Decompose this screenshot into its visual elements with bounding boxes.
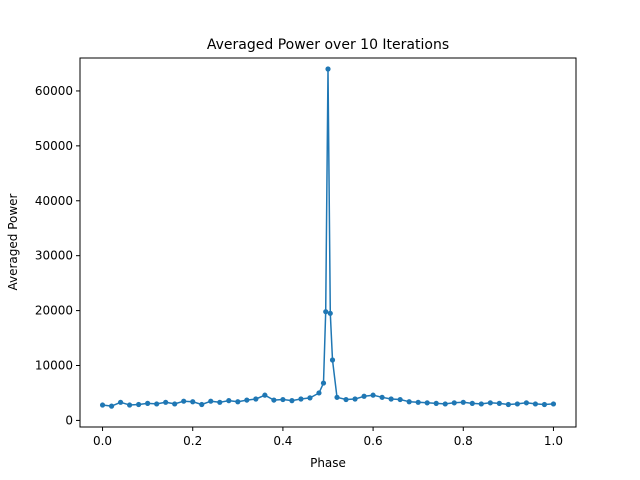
x-axis-label: Phase <box>310 456 346 470</box>
data-point <box>541 401 548 408</box>
data-point <box>226 398 232 404</box>
data-point <box>415 399 421 405</box>
data-point <box>343 396 349 403</box>
data-point <box>478 401 484 407</box>
data-point <box>514 401 520 407</box>
data-point <box>280 396 286 403</box>
data-point <box>163 399 169 405</box>
data-point <box>334 394 340 400</box>
data-point <box>127 402 133 408</box>
data-point <box>424 400 430 406</box>
data-point <box>433 400 439 406</box>
data-point <box>108 403 115 409</box>
data-point <box>487 400 493 406</box>
data-point <box>235 399 241 405</box>
data-point <box>460 399 466 405</box>
data-point <box>320 380 327 386</box>
x-tick-label: 1.0 <box>544 434 563 448</box>
data-point <box>388 396 394 402</box>
data-point <box>136 401 142 408</box>
data-point <box>289 398 295 404</box>
x-tick-label: 0.2 <box>183 434 202 448</box>
x-tick-label: 0.8 <box>454 434 473 448</box>
series-line <box>102 68 554 407</box>
data-point <box>244 397 250 403</box>
y-tick-label: 0 <box>65 413 73 427</box>
chart-title: Averaged Power over 10 Iterations <box>207 37 449 53</box>
plot-area <box>99 66 557 409</box>
plot-frame <box>79 57 577 428</box>
y-tick-label: 10000 <box>35 359 73 373</box>
x-tick-label: 0.0 <box>93 434 112 448</box>
data-point <box>469 400 475 406</box>
data-point <box>505 401 511 408</box>
data-point <box>352 396 358 402</box>
data-point <box>451 400 457 406</box>
data-point <box>370 392 376 398</box>
data-point <box>117 399 124 405</box>
data-point <box>379 394 385 400</box>
data-point <box>327 310 333 316</box>
data-point <box>99 402 106 408</box>
x-tick-label: 0.6 <box>364 434 383 448</box>
data-point <box>442 401 448 407</box>
data-point <box>262 392 268 398</box>
y-tick-label: 40000 <box>35 194 73 208</box>
y-axis-ticks: 0 10000 20000 30000 40000 50000 60000 <box>35 84 80 427</box>
data-point <box>199 401 205 408</box>
data-point <box>271 397 277 403</box>
y-tick-label: 30000 <box>35 249 73 263</box>
data-point <box>298 396 304 402</box>
data-point <box>329 357 336 363</box>
data-point <box>532 401 539 407</box>
x-axis-ticks: 0.0 0.2 0.4 0.6 0.8 1.0 <box>93 427 563 448</box>
data-point <box>397 396 403 403</box>
data-point <box>496 400 502 406</box>
data-point <box>406 399 412 405</box>
y-tick-label: 60000 <box>35 84 73 98</box>
data-point <box>145 400 151 406</box>
data-point <box>154 401 160 407</box>
data-point <box>253 396 259 402</box>
data-point <box>208 398 214 404</box>
data-point <box>323 309 329 315</box>
data-point <box>217 399 223 405</box>
data-point <box>307 395 313 401</box>
y-tick-label: 20000 <box>35 304 73 318</box>
y-tick-label: 50000 <box>35 139 73 153</box>
x-tick-label: 0.4 <box>273 434 292 448</box>
data-point <box>550 401 557 407</box>
data-point <box>361 393 367 399</box>
data-point <box>316 390 322 396</box>
data-point <box>181 398 187 404</box>
y-axis-label: Averaged Power <box>6 193 20 290</box>
data-point <box>325 66 331 72</box>
data-point <box>523 400 530 406</box>
data-point <box>172 401 178 407</box>
data-point <box>190 399 196 405</box>
